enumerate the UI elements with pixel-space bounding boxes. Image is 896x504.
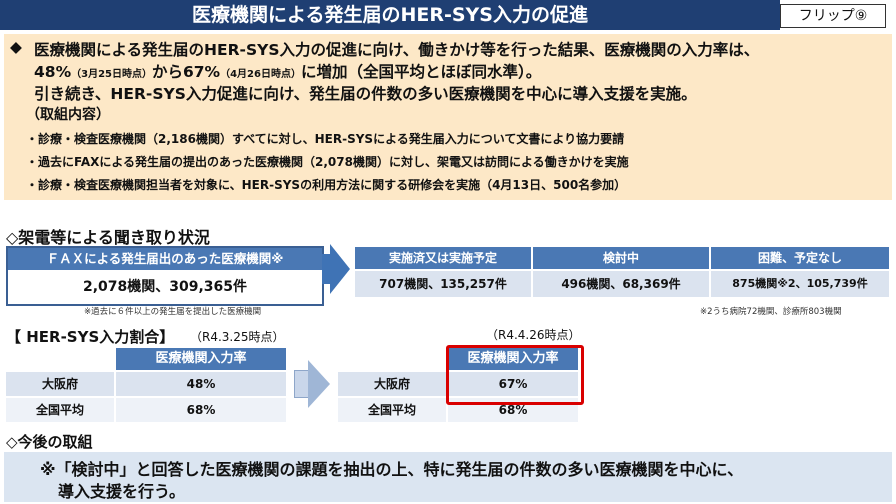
survey-result-table: 実施済又は実施予定 検討中 困難、予定なし 707機関、135,257件 496… (355, 247, 889, 299)
arrow-right-icon (330, 244, 350, 294)
page-title: 医療機関による発生届のHER-SYS入力の促進 (0, 0, 780, 30)
survey-right-note: ※2うち病院72機関、診療所803機関 (700, 307, 842, 317)
highlight-frame (446, 345, 584, 405)
rate-date-right: （R4.4.26時点） (486, 328, 581, 342)
arrow-body (322, 254, 332, 284)
survey-col-header-1: 実施済又は実施予定 (355, 247, 531, 269)
rate-left-row-1-value: 48% (116, 372, 286, 396)
rate-right-row-1-label: 大阪府 (338, 372, 446, 396)
summary-bullet-icon: ◆ (10, 38, 22, 56)
rate-left-row-2-value: 68% (116, 398, 286, 422)
survey-col-header-2: 検討中 (533, 247, 709, 269)
survey-col-header-3: 困難、予定なし (711, 247, 889, 269)
survey-heading: ◇架電等による聞き取り状況 (6, 228, 210, 247)
rate-date-left: （R4.3.25時点） (190, 330, 285, 344)
rate-left-row-1-label: 大阪府 (6, 372, 114, 396)
summary-subheading: （取組内容） (26, 107, 110, 123)
rate-right-col-header: 医療機関入力率 (448, 348, 578, 370)
summary-line-1: 医療機関による発生届のHER-SYS入力の促進に向け、働きかけ等を行った結果、医… (34, 41, 760, 59)
fax-box: ＦＡＸによる発生届出のあった医療機関※ 2,078機関、309,365件 (6, 246, 324, 306)
fax-note: ※過去に６件以上の発生届を提出した医療機関 (84, 307, 262, 317)
summary-bullet-3: ・診療・検査医療機関担当者を対象に、HER-SYSの利用方法に関する研修会を実施… (26, 178, 627, 192)
rate-left-col-header: 医療機関入力率 (116, 348, 286, 370)
arrow-right-icon-2 (308, 360, 330, 408)
rate-heading: 【 HER-SYS入力割合】 (6, 328, 175, 346)
rate-left-row-2-label: 全国平均 (6, 398, 114, 422)
future-line-2: 導入支援を行う。 (58, 482, 186, 501)
rate-table-left: 医療機関入力率 大阪府 48% 全国平均 68% (6, 348, 286, 424)
future-line-1: ※「検討中」と回答した医療機関の課題を抽出の上、特に発生届の件数の多い医療機関を… (40, 460, 744, 479)
summary-bullet-2: ・過去にFAXによる発生届の提出のあった医療機関（2,078機関）に対し、架電又… (26, 155, 629, 169)
survey-col-value-2: 496機関、68,369件 (533, 271, 709, 297)
summary-bullet-1: ・診療・検査医療機関（2,186機関）すべてに対し、HER-SYSによる発生届入… (26, 132, 625, 146)
survey-col-value-1: 707機関、135,257件 (355, 271, 531, 297)
future-box: ※「検討中」と回答した医療機関の課題を抽出の上、特に発生届の件数の多い医療機関を… (4, 452, 892, 502)
summary-box: ◆ 医療機関による発生届のHER-SYS入力の促進に向け、働きかけ等を行った結果… (4, 34, 892, 200)
rate-right-row-1-value: 67% (448, 372, 578, 396)
flip-label: フリップ⑨ (780, 4, 886, 28)
future-heading: ◇今後の取組 (6, 433, 93, 451)
fax-value: 2,078機関、309,365件 (82, 279, 248, 295)
survey-col-value-3: 875機関※2、105,739件 (711, 271, 889, 297)
summary-line-3: 引き続き、HER-SYS入力促進に向け、発生届の件数の多い医療機関を中心に導入支… (34, 85, 697, 103)
rate-right-row-2-label: 全国平均 (338, 398, 446, 422)
fax-header: ＦＡＸによる発生届出のあった医療機関※ (8, 248, 322, 270)
summary-line-2: 48%（3月25日時点）から67%（4月26日時点）に増加（全国平均とほぼ同水準… (34, 63, 542, 81)
